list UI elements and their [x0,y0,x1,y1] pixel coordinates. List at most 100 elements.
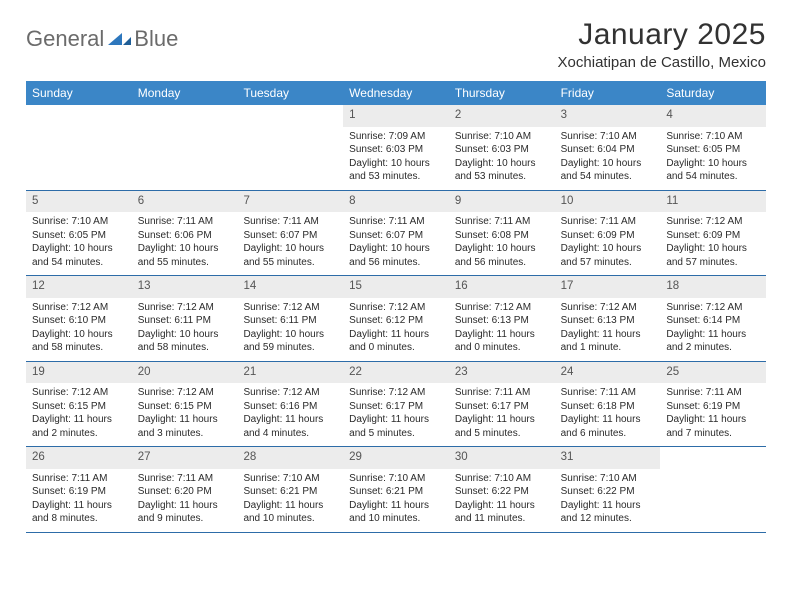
day-number [26,105,132,111]
sunrise-text: Sunrise: 7:12 AM [455,301,549,315]
daylight-text: Daylight: 11 hours and 10 minutes. [243,499,337,526]
sunset-text: Sunset: 6:05 PM [32,229,126,243]
sunrise-text: Sunrise: 7:10 AM [32,215,126,229]
day-body: Sunrise: 7:12 AMSunset: 6:10 PMDaylight:… [26,298,132,361]
sunset-text: Sunset: 6:20 PM [138,485,232,499]
sunset-text: Sunset: 6:19 PM [32,485,126,499]
day-cell: 26Sunrise: 7:11 AMSunset: 6:19 PMDayligh… [26,447,132,532]
sunrise-text: Sunrise: 7:12 AM [243,301,337,315]
day-number: 19 [26,362,132,384]
day-cell: 24Sunrise: 7:11 AMSunset: 6:18 PMDayligh… [555,362,661,447]
day-cell: 6Sunrise: 7:11 AMSunset: 6:06 PMDaylight… [132,191,238,276]
weekday-header: Monday [132,81,238,105]
day-body: Sunrise: 7:10 AMSunset: 6:21 PMDaylight:… [237,469,343,532]
daylight-text: Daylight: 11 hours and 10 minutes. [349,499,443,526]
sunrise-text: Sunrise: 7:10 AM [455,130,549,144]
day-cell: 5Sunrise: 7:10 AMSunset: 6:05 PMDaylight… [26,191,132,276]
day-cell: 16Sunrise: 7:12 AMSunset: 6:13 PMDayligh… [449,276,555,361]
day-body: Sunrise: 7:12 AMSunset: 6:16 PMDaylight:… [237,383,343,446]
sunset-text: Sunset: 6:09 PM [561,229,655,243]
day-cell: 21Sunrise: 7:12 AMSunset: 6:16 PMDayligh… [237,362,343,447]
day-cell [26,105,132,190]
day-number: 6 [132,191,238,213]
sunset-text: Sunset: 6:15 PM [138,400,232,414]
daylight-text: Daylight: 10 hours and 56 minutes. [349,242,443,269]
daylight-text: Daylight: 10 hours and 55 minutes. [138,242,232,269]
sunset-text: Sunset: 6:03 PM [349,143,443,157]
sunrise-text: Sunrise: 7:12 AM [666,215,760,229]
title-block: January 2025 Xochiatipan de Castillo, Me… [558,18,766,71]
sunset-text: Sunset: 6:14 PM [666,314,760,328]
weekday-header: Wednesday [343,81,449,105]
day-body: Sunrise: 7:12 AMSunset: 6:11 PMDaylight:… [237,298,343,361]
sunrise-text: Sunrise: 7:11 AM [243,215,337,229]
day-body: Sunrise: 7:12 AMSunset: 6:13 PMDaylight:… [449,298,555,361]
day-cell: 25Sunrise: 7:11 AMSunset: 6:19 PMDayligh… [660,362,766,447]
day-number: 20 [132,362,238,384]
day-body: Sunrise: 7:11 AMSunset: 6:06 PMDaylight:… [132,212,238,275]
daylight-text: Daylight: 11 hours and 0 minutes. [455,328,549,355]
daylight-text: Daylight: 10 hours and 57 minutes. [666,242,760,269]
sunrise-text: Sunrise: 7:12 AM [138,386,232,400]
sunrise-text: Sunrise: 7:11 AM [561,215,655,229]
day-body: Sunrise: 7:11 AMSunset: 6:18 PMDaylight:… [555,383,661,446]
weekday-header-row: Sunday Monday Tuesday Wednesday Thursday… [26,81,766,105]
day-number: 24 [555,362,661,384]
sunset-text: Sunset: 6:09 PM [666,229,760,243]
sunrise-text: Sunrise: 7:10 AM [561,472,655,486]
day-cell: 8Sunrise: 7:11 AMSunset: 6:07 PMDaylight… [343,191,449,276]
sunrise-text: Sunrise: 7:11 AM [349,215,443,229]
sunset-text: Sunset: 6:17 PM [349,400,443,414]
day-cell: 27Sunrise: 7:11 AMSunset: 6:20 PMDayligh… [132,447,238,532]
day-body: Sunrise: 7:11 AMSunset: 6:20 PMDaylight:… [132,469,238,532]
week-row: 19 Sunrise: 7:12 AMSunset: 6:15 PM Dayligh… [26,362,766,448]
brand-word1: General [26,26,104,52]
day-body: Sunrise: 7:12 AMSunset: 6:14 PMDaylight:… [660,298,766,361]
day-cell: 13Sunrise: 7:12 AMSunset: 6:11 PMDayligh… [132,276,238,361]
day-number: 7 [237,191,343,213]
sunrise-text: Sunrise: 7:10 AM [561,130,655,144]
week-row: 5 Sunrise: 7:10 AMSunset: 6:05 PM Daylight… [26,191,766,277]
day-number: 25 [660,362,766,384]
daylight-text: Daylight: 10 hours and 54 minutes. [666,157,760,184]
day-cell: 19Sunrise: 7:12 AMSunset: 6:15 PMDayligh… [26,362,132,447]
day-number: 13 [132,276,238,298]
day-body: Sunrise: 7:11 AMSunset: 6:17 PMDaylight:… [449,383,555,446]
daylight-text: Daylight: 10 hours and 54 minutes. [561,157,655,184]
day-number [237,105,343,111]
sunset-text: Sunset: 6:07 PM [349,229,443,243]
day-cell: 1Sunrise: 7:09 AMSunset: 6:03 PMDaylight… [343,105,449,190]
calendar-grid: Sunday Monday Tuesday Wednesday Thursday… [26,81,766,533]
daylight-text: Daylight: 11 hours and 9 minutes. [138,499,232,526]
sunset-text: Sunset: 6:11 PM [138,314,232,328]
day-cell: 10Sunrise: 7:11 AMSunset: 6:09 PMDayligh… [555,191,661,276]
day-body: Sunrise: 7:11 AMSunset: 6:19 PMDaylight:… [660,383,766,446]
sunset-text: Sunset: 6:13 PM [561,314,655,328]
day-body: Sunrise: 7:11 AMSunset: 6:09 PMDaylight:… [555,212,661,275]
daylight-text: Daylight: 11 hours and 8 minutes. [32,499,126,526]
day-number: 5 [26,191,132,213]
sunset-text: Sunset: 6:04 PM [561,143,655,157]
sunrise-text: Sunrise: 7:12 AM [32,301,126,315]
day-number: 30 [449,447,555,469]
sunset-text: Sunset: 6:06 PM [138,229,232,243]
day-body: Sunrise: 7:10 AMSunset: 6:03 PMDaylight:… [449,127,555,190]
header: General Blue January 2025 Xochiatipan de… [26,18,766,71]
daylight-text: Daylight: 11 hours and 6 minutes. [561,413,655,440]
day-number: 23 [449,362,555,384]
day-number: 27 [132,447,238,469]
day-number: 31 [555,447,661,469]
day-number: 2 [449,105,555,127]
sunrise-text: Sunrise: 7:11 AM [666,386,760,400]
daylight-text: Daylight: 11 hours and 7 minutes. [666,413,760,440]
day-cell: 3Sunrise: 7:10 AMSunset: 6:04 PMDaylight… [555,105,661,190]
day-body: Sunrise: 7:11 AMSunset: 6:08 PMDaylight:… [449,212,555,275]
day-number: 11 [660,191,766,213]
day-body: Sunrise: 7:12 AMSunset: 6:11 PMDaylight:… [132,298,238,361]
day-cell: 22Sunrise: 7:12 AMSunset: 6:17 PMDayligh… [343,362,449,447]
day-number: 4 [660,105,766,127]
weekday-header: Tuesday [237,81,343,105]
sunrise-text: Sunrise: 7:12 AM [666,301,760,315]
day-number: 26 [26,447,132,469]
day-number: 14 [237,276,343,298]
